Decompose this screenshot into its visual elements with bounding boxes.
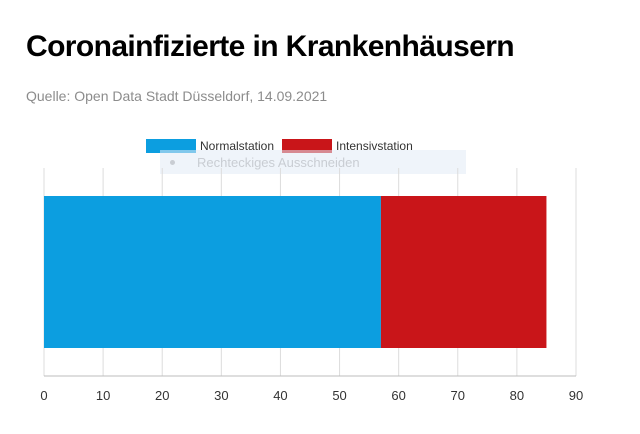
x-tick-label-10: 10 <box>96 388 110 403</box>
x-tick-label-0: 0 <box>40 388 47 403</box>
x-tick-label-90: 90 <box>569 388 583 403</box>
x-tick-label-80: 80 <box>510 388 524 403</box>
x-tick-label-40: 40 <box>273 388 287 403</box>
selection-tooltip: Rechteckiges Ausschneiden <box>160 150 466 174</box>
tooltip-text: Rechteckiges Ausschneiden <box>197 154 360 170</box>
legend-label-intensivstation: Intensivstation <box>336 139 413 153</box>
legend-item-normalstation[interactable]: Normalstation <box>146 139 274 153</box>
x-tick-label-60: 60 <box>391 388 405 403</box>
legend-item-intensivstation[interactable]: Intensivstation <box>282 139 413 153</box>
legend-label-normalstation: Normalstation <box>200 139 275 153</box>
chart-title: Coronainfizierte in Krankenhäusern <box>26 30 515 63</box>
x-tick-label-70: 70 <box>451 388 465 403</box>
chart-subtitle: Quelle: Open Data Stadt Düsseldorf, 14.0… <box>26 88 328 104</box>
x-tick-label-20: 20 <box>155 388 169 403</box>
bar-intensivstation[interactable] <box>380 196 547 348</box>
tooltip-bullet-icon <box>170 159 175 165</box>
legend: Normalstation Intensivstation <box>146 137 421 155</box>
legend-swatch-intensivstation <box>282 139 333 153</box>
x-tick-label-50: 50 <box>332 388 346 403</box>
x-tick-label-30: 30 <box>214 388 228 403</box>
legend-swatch-normalstation <box>146 139 196 153</box>
bar-normalstation[interactable] <box>44 196 381 348</box>
